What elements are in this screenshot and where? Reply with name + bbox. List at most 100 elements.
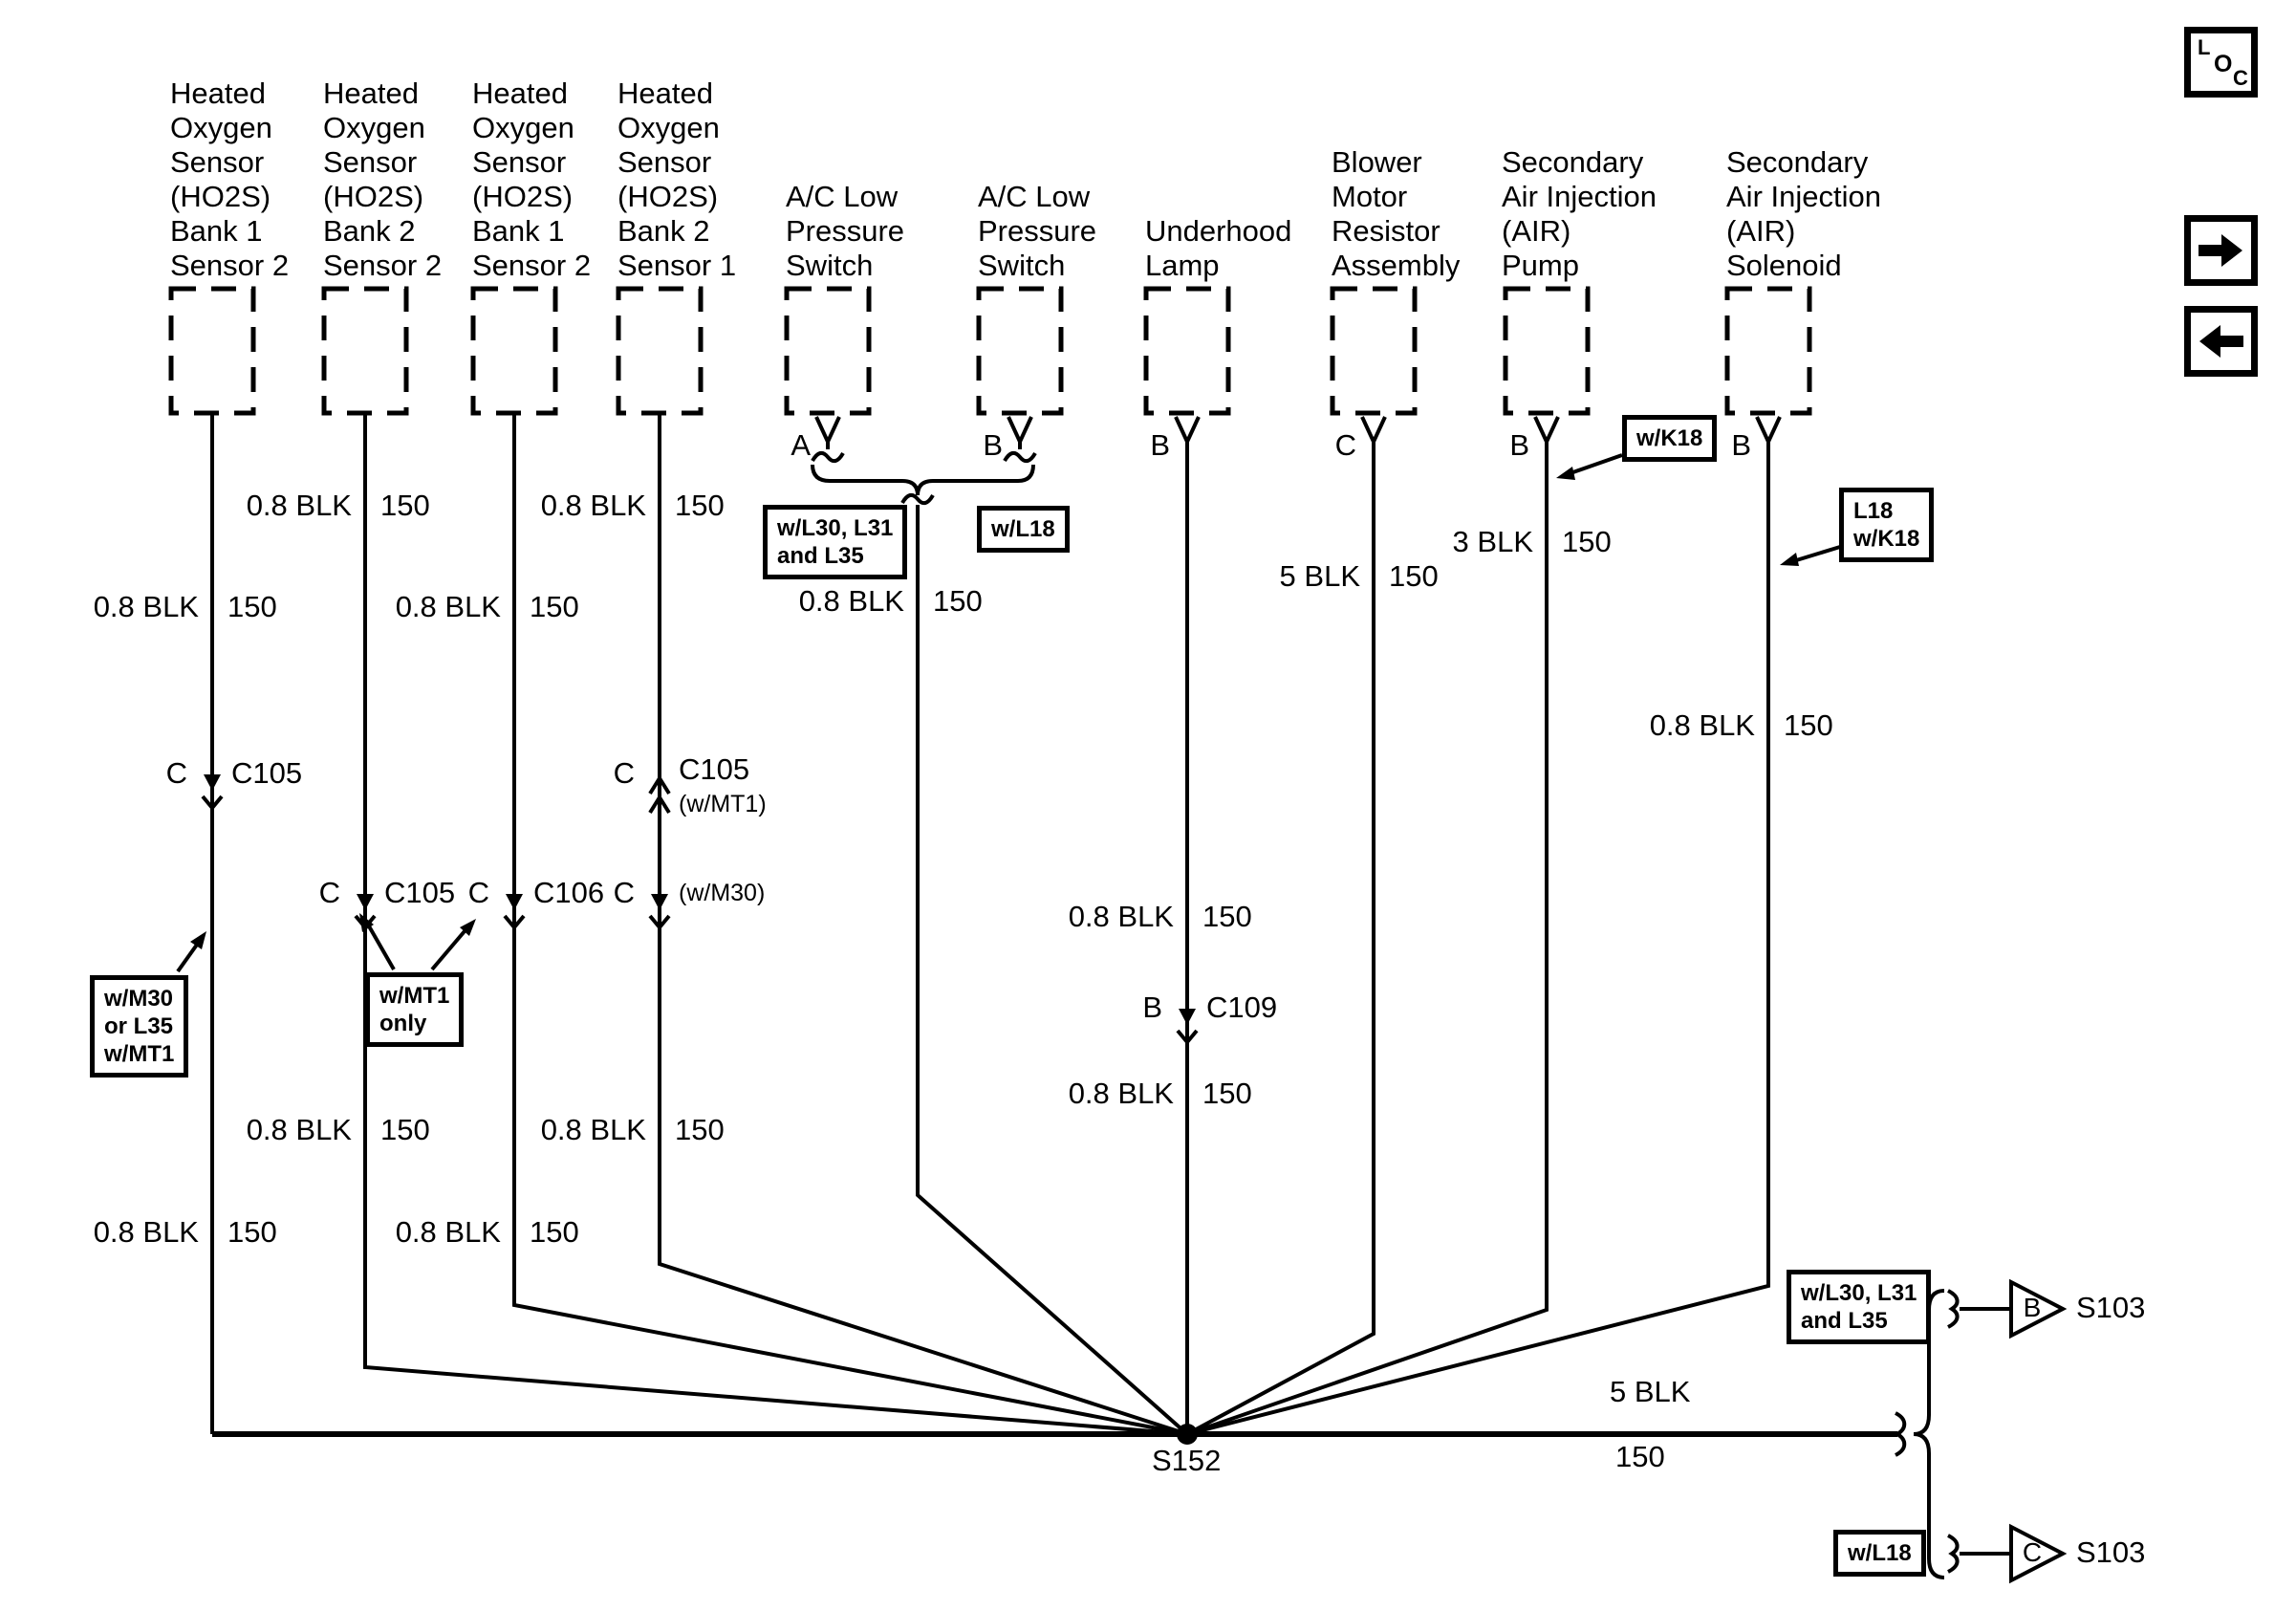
wire-circuit-label: 150: [227, 590, 277, 623]
wire-gauge-label: 0.8 BLK: [798, 584, 904, 618]
component-box: [168, 286, 256, 416]
wire-circuit-label: 150: [380, 489, 430, 522]
terminal-letter: B: [1731, 428, 1751, 462]
previous-page-button[interactable]: [2184, 306, 2258, 377]
wire-circuit-label: 150: [1562, 525, 1612, 558]
wire-gauge-label: 0.8 BLK: [395, 590, 501, 623]
callout-ho2s-w2-w3: w/MT1 only: [365, 972, 465, 1047]
wire-circuit-label: 150: [675, 489, 725, 522]
component-label-underhood-lamp: Underhood Lamp: [1145, 214, 1292, 282]
wire-gauge-label: 0.8 BLK: [1068, 1077, 1174, 1110]
break-symbol: [811, 450, 845, 464]
connector-name: C105: [231, 756, 303, 790]
component-box: [1143, 286, 1231, 416]
callout-s103-upper: w/L30, L31 and L35: [1787, 1270, 1932, 1344]
connector-terminal: C: [467, 876, 489, 909]
loc-letter-o: O: [2214, 51, 2233, 77]
splice-label-s103-lower: S103: [2076, 1535, 2146, 1569]
component-label-ho2s-b1s2-b: Heated Oxygen Sensor (HO2S) Bank 1 Senso…: [472, 76, 592, 282]
component-box: [976, 286, 1064, 416]
arrow-right-icon: [2199, 234, 2242, 267]
ac-brace: [811, 464, 1035, 496]
wire-ho2s-b1s2-b: [512, 413, 1188, 1436]
splice-label-s103-upper: S103: [2076, 1291, 2146, 1324]
connector-terminal: C: [613, 876, 635, 909]
connector-terminal: C: [613, 756, 635, 790]
callout-air-solenoid: L18 w/K18: [1839, 488, 1935, 562]
terminal-letter: B: [983, 428, 1003, 462]
component-label-ho2s-b2s2: Heated Oxygen Sensor (HO2S) Bank 2 Senso…: [323, 76, 443, 282]
connector-name: C105: [384, 876, 456, 909]
break-symbol: [1003, 450, 1037, 464]
arrow-left-icon: [2199, 325, 2243, 358]
terminal-letter: C: [1334, 428, 1356, 462]
wire-circuit-label: 150: [530, 590, 579, 623]
connector-name: C106: [533, 876, 605, 909]
wire-circuit-label: 150: [1202, 900, 1252, 933]
wire-gauge-label: 0.8 BLK: [93, 1215, 199, 1249]
wire-gauge-label: 0.8 BLK: [540, 489, 646, 522]
s103-triangle-terminal-lower: C: [2022, 1537, 2043, 1567]
callout-ac-right: w/L18: [977, 506, 1070, 553]
splice-dot-s152: [1177, 1424, 1198, 1445]
wire-gauge-label: 0.8 BLK: [93, 590, 199, 623]
callout-air-pump: w/K18: [1622, 415, 1718, 462]
loc-button[interactable]: L O C: [2184, 27, 2258, 98]
s103-triangle-terminal-upper: B: [2023, 1293, 2042, 1322]
wire-circuit-label: 150: [227, 1215, 277, 1249]
s103-triangle-lower: [2009, 1523, 2068, 1584]
component-box: [784, 286, 872, 416]
ac-junction: [811, 450, 1037, 506]
wires: [210, 413, 1897, 1437]
next-page-button[interactable]: [2184, 215, 2258, 286]
break-symbol: [1947, 1534, 1960, 1574]
break-symbol: [1947, 1289, 1960, 1329]
wire-circuit-label: 150: [380, 1113, 430, 1146]
component-label-blower: Blower Motor Resistor Assembly: [1332, 145, 1461, 282]
break-symbol: [1894, 1411, 1907, 1457]
wire-gauge-label: 0.8 BLK: [246, 1113, 352, 1146]
component-box: [1330, 286, 1418, 416]
component-label-air-solenoid: Secondary Air Injection (AIR) Solenoid: [1726, 145, 1881, 282]
connector-note: (w/M30): [679, 880, 766, 906]
connector-note: (w/MT1): [679, 791, 767, 817]
break-symbol: [900, 492, 935, 506]
wire-gauge-label: 0.8 BLK: [395, 1215, 501, 1249]
terminal-letter: B: [1509, 428, 1529, 462]
component-boxes: [168, 286, 1812, 416]
connector-name: C105: [679, 752, 750, 786]
callout-arrows: [176, 453, 1841, 973]
wire-gauge-label: 0.8 BLK: [246, 489, 352, 522]
loc-letter-c: C: [2233, 66, 2248, 90]
component-label-ho2s-b1s2-a: Heated Oxygen Sensor (HO2S) Bank 1 Senso…: [170, 76, 290, 282]
wire-ho2s-b2s2: [363, 413, 1188, 1436]
wire-air-pump: [1186, 442, 1549, 1436]
connector-symbols: [201, 774, 1199, 1046]
loc-letter-l: L: [2198, 35, 2211, 59]
wire-gauge-label: 0.8 BLK: [1649, 708, 1755, 742]
splice-label-s152: S152: [1152, 1444, 1222, 1477]
callout-s103-lower: w/L18: [1833, 1530, 1926, 1577]
component-label-ac-switch-1: A/C Low Pressure Switch: [786, 180, 905, 282]
wire-gauge-label: 5 BLK: [1610, 1375, 1691, 1408]
wire-ac-common: [916, 505, 1189, 1436]
wire-gauge-label: 0.8 BLK: [540, 1113, 646, 1146]
wire-circuit-label: 150: [675, 1113, 725, 1146]
terminal-letter: B: [1150, 428, 1170, 462]
connector-terminal: C: [318, 876, 340, 909]
connector-terminal: B: [1142, 991, 1162, 1024]
wire-circuit-label: 150: [933, 584, 983, 618]
s103-triangle-upper: [2009, 1278, 2068, 1339]
wire-circuit-label: 150: [1389, 559, 1439, 593]
terminal-y-symbols: [814, 416, 1782, 443]
component-box: [470, 286, 558, 416]
wire-circuit-label: 150: [1784, 708, 1833, 742]
callout-ac-left: w/L30, L31 and L35: [763, 505, 908, 579]
component-label-ac-switch-2: A/C Low Pressure Switch: [978, 180, 1097, 282]
component-box: [321, 286, 409, 416]
component-label-air-pump: Secondary Air Injection (AIR) Pump: [1502, 145, 1657, 282]
wire-gauge-label: 5 BLK: [1279, 559, 1360, 593]
component-label-ho2s-b2s1: Heated Oxygen Sensor (HO2S) Bank 2 Senso…: [617, 76, 737, 282]
